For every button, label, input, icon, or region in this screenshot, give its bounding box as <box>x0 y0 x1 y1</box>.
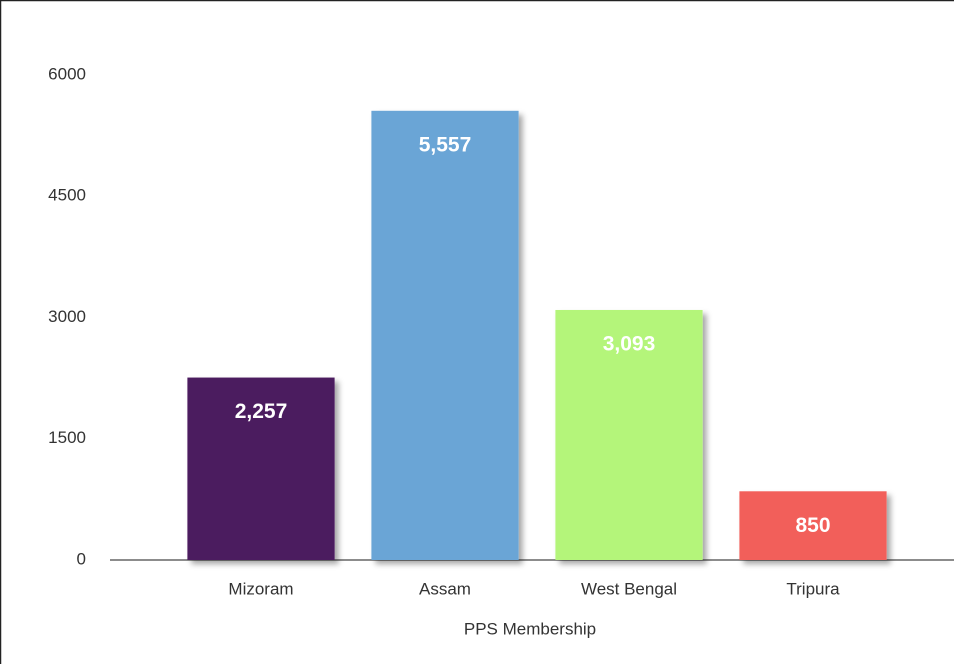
y-tick-label: 0 <box>77 549 86 568</box>
x-tick-label: Assam <box>419 579 471 598</box>
y-tick-label: 4500 <box>48 186 86 205</box>
bar <box>739 491 887 560</box>
x-axis-title: PPS Membership <box>464 619 596 638</box>
value-label: 2,257 <box>235 400 288 423</box>
value-label: 3,093 <box>603 333 656 356</box>
bar <box>555 309 703 560</box>
y-tick-label: 1500 <box>48 428 86 447</box>
value-label: 5,557 <box>419 133 472 156</box>
bar <box>371 110 519 560</box>
y-tick-label: 3000 <box>48 307 86 326</box>
value-label: 850 <box>795 514 830 537</box>
x-tick-label: Tripura <box>786 579 840 598</box>
x-tick-label: West Bengal <box>581 579 677 598</box>
bar <box>187 377 335 560</box>
y-tick-label: 6000 <box>48 64 86 83</box>
x-tick-label: Mizoram <box>228 579 293 598</box>
